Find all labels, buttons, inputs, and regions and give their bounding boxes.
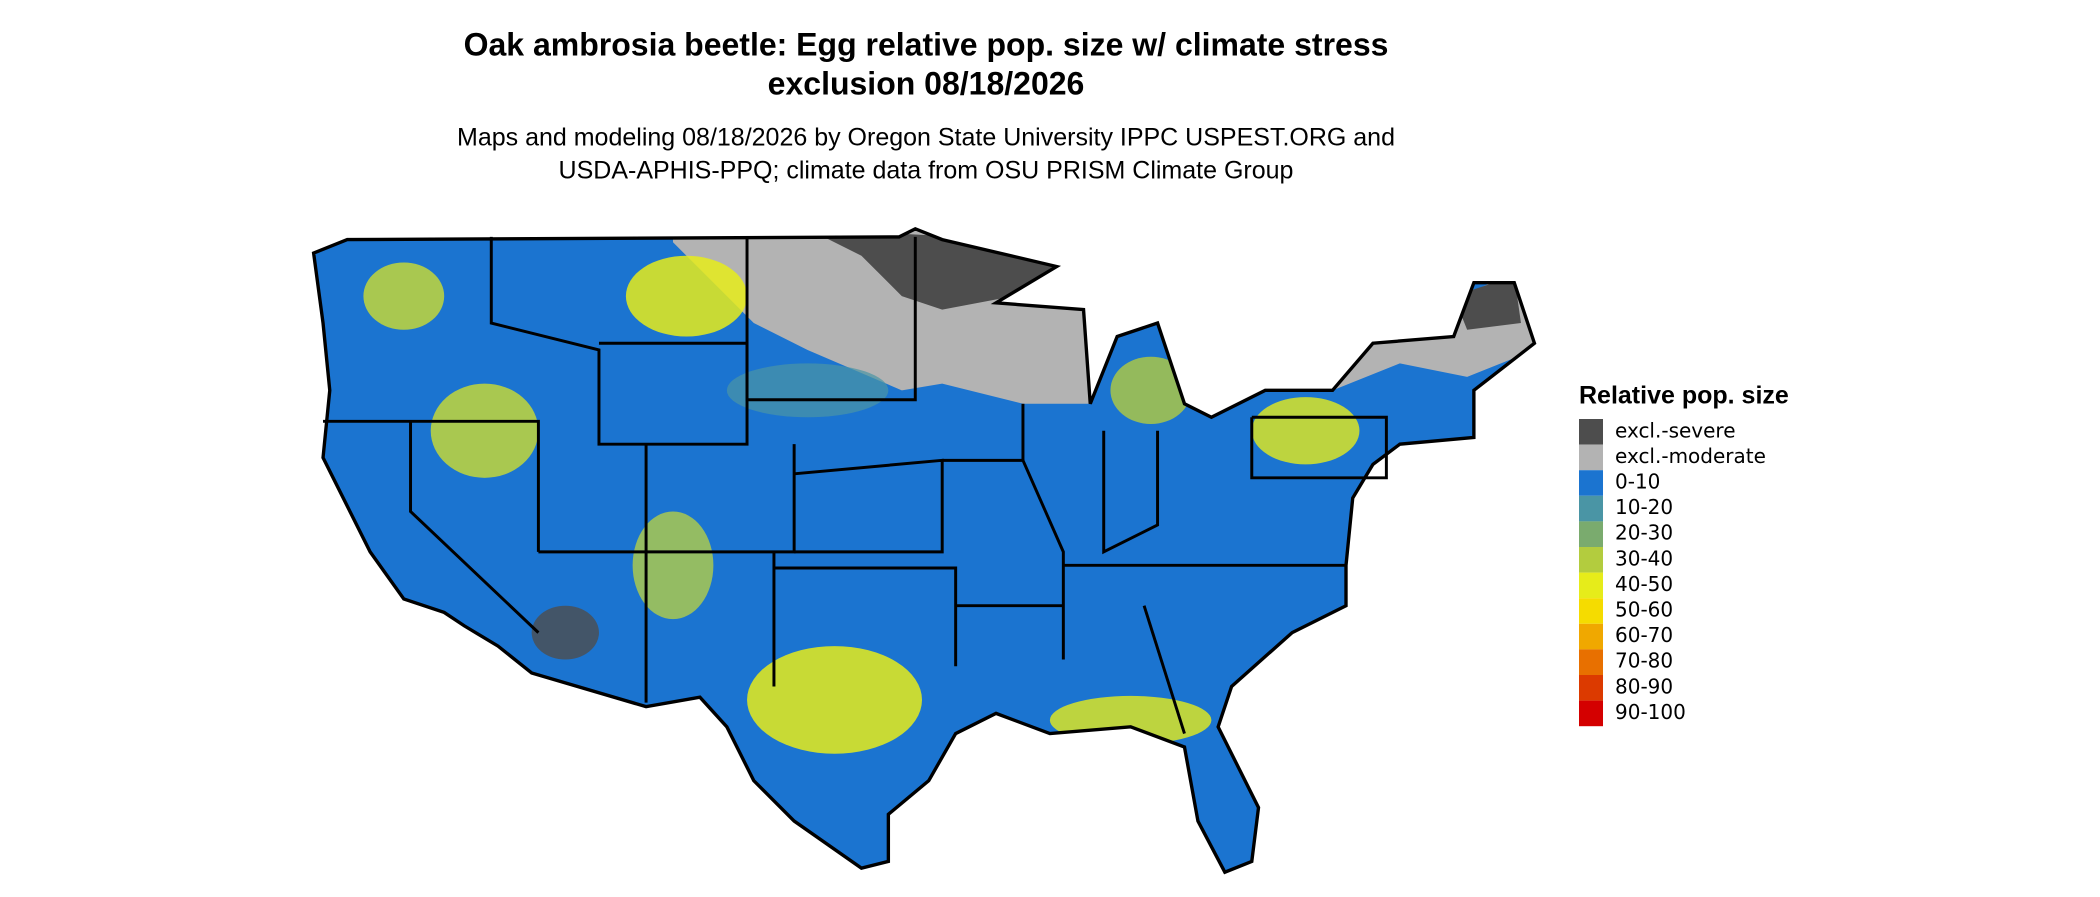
us-outline bbox=[311, 226, 1537, 875]
legend-swatch bbox=[1579, 649, 1603, 675]
legend-label: 90-100 bbox=[1615, 700, 1686, 724]
legend-swatch bbox=[1579, 521, 1603, 547]
legend-label: 50-60 bbox=[1615, 598, 1673, 622]
legend-swatch bbox=[1579, 623, 1603, 650]
legend-label: 40-50 bbox=[1615, 572, 1673, 596]
legend-label: 0-10 bbox=[1615, 470, 1660, 494]
legend-label: excl.-moderate bbox=[1615, 444, 1766, 468]
state-borders bbox=[323, 236, 1388, 735]
legend-swatch bbox=[1579, 598, 1603, 624]
legend: excl.-severeexcl.-moderate0-1010-2020-30… bbox=[1579, 418, 1766, 727]
legend-label: 60-70 bbox=[1615, 623, 1673, 647]
legend-swatch bbox=[1579, 547, 1603, 573]
title: exclusion 08/18/2026 bbox=[768, 65, 1085, 101]
legend-label: 30-40 bbox=[1615, 546, 1673, 570]
legend-swatch bbox=[1579, 700, 1603, 727]
legend-label: 10-20 bbox=[1615, 495, 1673, 519]
us-map bbox=[311, 226, 1537, 875]
legend-swatch bbox=[1579, 444, 1603, 471]
legend-label: 20-30 bbox=[1615, 521, 1673, 545]
legend-swatch bbox=[1579, 470, 1603, 496]
subtitle: USDA-APHIS-PPQ; climate data from OSU PR… bbox=[559, 157, 1294, 185]
legend-swatch bbox=[1579, 419, 1603, 445]
subtitle: Maps and modeling 08/18/2026 by Oregon S… bbox=[457, 124, 1395, 152]
legend-swatch bbox=[1579, 572, 1603, 599]
legend-label: excl.-severe bbox=[1615, 418, 1736, 442]
legend-swatch bbox=[1579, 675, 1603, 701]
legend-swatch bbox=[1579, 495, 1603, 522]
legend-title: Relative pop. size bbox=[1579, 382, 1789, 410]
legend-label: 70-80 bbox=[1615, 649, 1673, 673]
title: Oak ambrosia beetle: Egg relative pop. s… bbox=[464, 26, 1389, 62]
legend-label: 80-90 bbox=[1615, 674, 1673, 698]
